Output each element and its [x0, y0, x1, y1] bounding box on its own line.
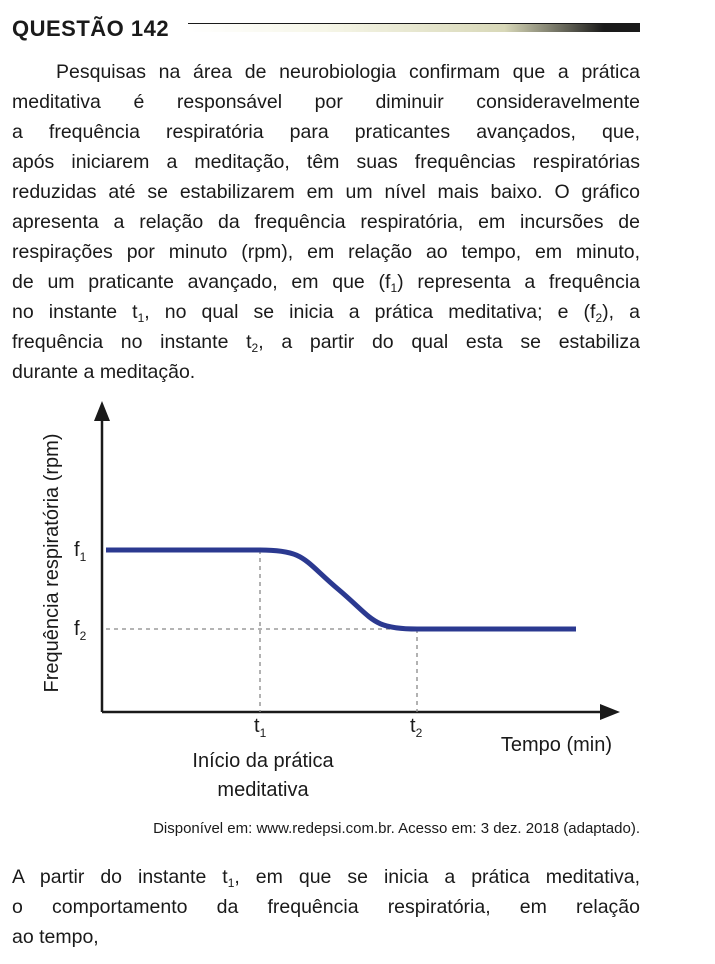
intro-line: a frequência respiratória para praticant… — [12, 121, 640, 143]
intro-line: durante a meditação. — [12, 361, 196, 383]
intro-line: de um praticante avançado, em que (f1) r… — [12, 267, 640, 297]
intro-line: meditativa é responsável por diminuir co… — [12, 91, 640, 113]
subscript: 2 — [251, 341, 259, 355]
intro-line: no instante t1, no qual se inicia a prát… — [12, 297, 640, 327]
text-run: ) representa a frequência — [397, 271, 640, 293]
y-axis-label: Frequência respiratória (rpm) — [41, 434, 63, 693]
prompt-line: o comportamento da frequência respiratór… — [12, 896, 640, 918]
intro-line: Pesquisas na área de neurobiologia confi… — [56, 61, 640, 83]
header-rule — [188, 23, 640, 32]
text-run: , a partir do qual esta se estabiliza — [258, 331, 640, 353]
x-axis-arrow — [600, 704, 620, 720]
question-header: QUESTÃO 142 — [12, 14, 640, 44]
intro-line: respirações por minuto (rpm), em relação… — [12, 241, 640, 263]
t1-annotation-line2: meditativa — [217, 779, 309, 801]
text-run: no instante t — [12, 301, 138, 323]
text-run: A partir do instante t — [12, 866, 228, 888]
t1-annotation-line1: Início da prática — [192, 750, 334, 772]
intro-paragraph: Pesquisas na área de neurobiologia confi… — [12, 57, 640, 387]
y-axis-arrow — [94, 401, 110, 421]
intro-line: apresenta a relação da frequência respir… — [12, 211, 640, 233]
text-run: , em que se inicia a prática meditativa, — [234, 866, 640, 888]
y-tick-f1: f1 — [74, 539, 87, 564]
frequency-curve — [106, 547, 576, 632]
text-run: frequência no instante t — [12, 331, 252, 353]
prompt-line: ao tempo, — [12, 926, 99, 948]
source-citation: Disponível em: www.redepsi.com.br. Acess… — [153, 820, 640, 837]
question-prompt: A partir do instante t1, em que se inici… — [12, 862, 640, 952]
question-title: QUESTÃO 142 — [12, 16, 170, 41]
x-tick-t2: t2 — [410, 715, 423, 740]
text-run: ), a — [602, 301, 640, 323]
text-run: , no qual se inicia a prática meditativa… — [144, 301, 596, 323]
intro-line: após iniciarem a meditação, têm suas fre… — [12, 151, 640, 173]
respiratory-frequency-chart: Frequência respiratória (rpm) f1 f2 t1 t… — [41, 401, 620, 801]
subscript: 1 — [390, 281, 398, 295]
subscript: 1 — [137, 311, 145, 325]
x-tick-t1: t1 — [254, 715, 267, 740]
intro-line: reduzidas até se estabilizarem em um nív… — [12, 181, 640, 203]
y-tick-f2: f2 — [74, 618, 87, 643]
intro-line: frequência no instante t2, a partir do q… — [12, 327, 640, 357]
subscript: 1 — [227, 876, 235, 890]
subscript: 2 — [595, 311, 603, 325]
x-axis-label: Tempo (min) — [501, 734, 612, 756]
prompt-line: A partir do instante t1, em que se inici… — [12, 862, 640, 892]
text-run: de um praticante avançado, em que (f — [12, 271, 391, 293]
